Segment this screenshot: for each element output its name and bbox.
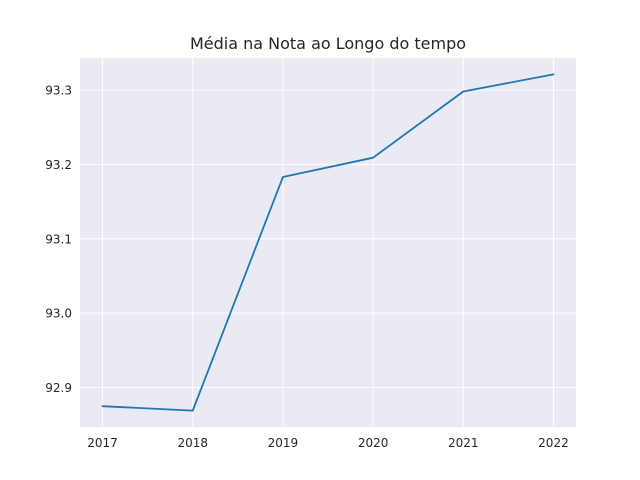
series-layer bbox=[101, 73, 555, 412]
series-line bbox=[101, 73, 555, 412]
x-axis-ticks: 2017 2018 2019 2020 2021 2022 bbox=[87, 436, 568, 450]
y-tick-label: 93.1 bbox=[45, 232, 72, 246]
chart-title: Média na Nota ao Longo do tempo bbox=[190, 34, 466, 53]
x-tick-label: 2018 bbox=[177, 436, 208, 450]
x-tick-label: 2019 bbox=[268, 436, 299, 450]
x-tick-label: 2020 bbox=[358, 436, 389, 450]
grid bbox=[80, 58, 576, 427]
x-tick-label: 2022 bbox=[538, 436, 569, 450]
plot-area bbox=[80, 58, 576, 427]
y-axis-ticks: 92.9 93.0 93.1 93.2 93.3 bbox=[45, 83, 72, 395]
y-tick-label: 93.0 bbox=[45, 307, 72, 321]
y-tick-label: 93.3 bbox=[45, 83, 72, 97]
x-tick-label: 2021 bbox=[448, 436, 479, 450]
y-tick-label: 92.9 bbox=[45, 381, 72, 395]
y-tick-label: 93.2 bbox=[45, 158, 72, 172]
x-tick-label: 2017 bbox=[87, 436, 118, 450]
